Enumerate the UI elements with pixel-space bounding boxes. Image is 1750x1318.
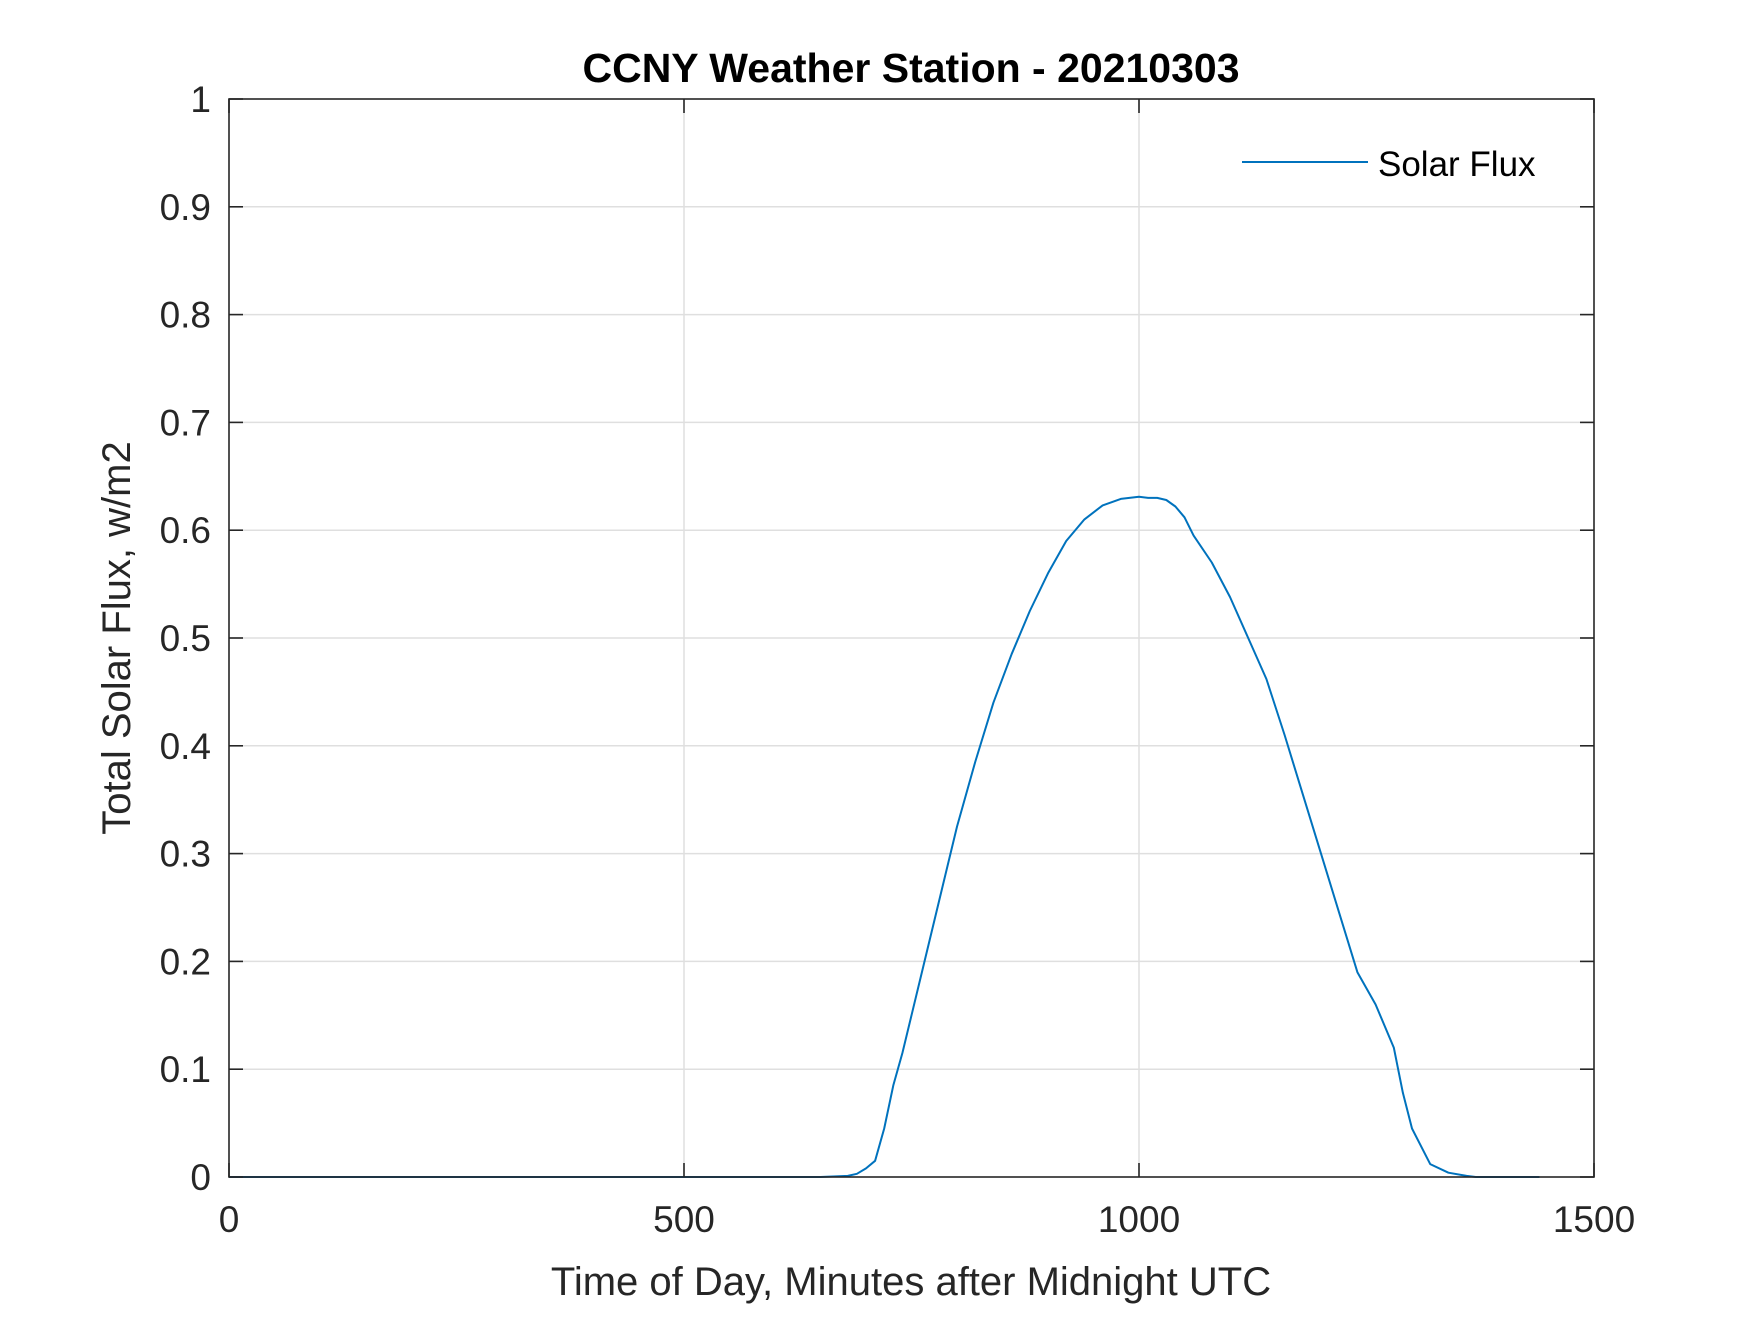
x-tick-label: 1000 (1098, 1199, 1180, 1240)
y-tick-label: 0.2 (160, 941, 211, 982)
y-tick-label: 0.1 (160, 1049, 211, 1090)
tick-layer (228, 98, 1595, 1178)
series-layer (229, 495, 1540, 1178)
y-tick-label: 0.5 (160, 618, 211, 659)
tick-label-layer: 0 0.1 0.2 0.3 0.4 0.5 0.6 0.7 0.8 0.9 1 0 500 1000 150… (160, 79, 1636, 1240)
y-tick-label: 0 (190, 1157, 211, 1198)
x-tick-label: 1500 (1553, 1199, 1635, 1240)
y-axis-label: Total Solar Flux, w/m2 (95, 441, 139, 834)
series-line-solar-flux (229, 495, 1540, 1178)
x-axis-label: Time of Day, Minutes after Midnight UTC (551, 1260, 1271, 1304)
grid-layer (229, 99, 1594, 1177)
legend-label-solar-flux: Solar Flux (1378, 145, 1536, 184)
x-tick-label: 0 (219, 1199, 240, 1240)
y-tick-label: 1 (190, 79, 211, 120)
y-tick-label: 0.7 (160, 402, 211, 443)
y-tick-label: 0.4 (160, 726, 211, 767)
chart-title: CCNY Weather Station - 20210303 (582, 45, 1239, 91)
y-tick-label: 0.3 (160, 834, 211, 875)
y-tick-label: 0.6 (160, 510, 211, 551)
y-tick-label: 0.8 (160, 295, 211, 336)
y-tick-label: 0.9 (160, 187, 211, 228)
legend: Solar Flux (1242, 145, 1536, 184)
x-tick-label: 500 (653, 1199, 715, 1240)
